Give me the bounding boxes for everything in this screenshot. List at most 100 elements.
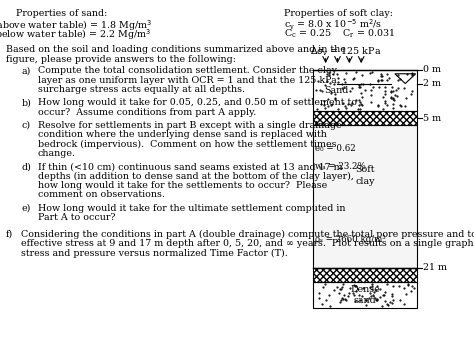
Point [338, 86, 346, 91]
Point [321, 82, 328, 88]
Point [374, 77, 382, 83]
Point [327, 80, 334, 86]
Text: wₐ = 23.2%: wₐ = 23.2% [315, 162, 366, 171]
Text: stress and pressure versus normalized Time Factor (T).: stress and pressure versus normalized Ti… [21, 248, 288, 258]
Point [377, 294, 384, 299]
Point [321, 281, 328, 286]
Point [344, 102, 351, 107]
Point [335, 290, 343, 295]
Point [408, 70, 416, 76]
Point [378, 77, 386, 83]
Text: 5 m: 5 m [423, 114, 441, 123]
Point [340, 76, 348, 81]
Point [395, 283, 403, 288]
Point [394, 77, 401, 82]
Point [325, 292, 333, 298]
Point [333, 284, 341, 290]
Point [347, 102, 355, 108]
Point [389, 96, 397, 101]
Point [324, 103, 332, 109]
Point [337, 298, 345, 303]
Text: Properties of sand:: Properties of sand: [16, 9, 107, 18]
Text: d): d) [21, 162, 31, 171]
Point [323, 78, 330, 84]
Point [314, 106, 321, 112]
Point [362, 302, 369, 308]
Text: change.: change. [38, 149, 76, 158]
Point [384, 302, 392, 308]
Point [325, 73, 333, 78]
Point [378, 303, 386, 309]
Text: how long would it take for the settlements to occur?  Please: how long would it take for the settlemen… [38, 181, 327, 190]
Point [368, 87, 375, 93]
Point [366, 81, 374, 87]
Text: Properties of soft clay:: Properties of soft clay: [284, 9, 393, 18]
Point [358, 293, 365, 299]
Point [389, 284, 397, 289]
Point [321, 105, 328, 111]
Text: $\mathregular{p_{sat}}$ (below water table) = 2.2 Mg/m$^3$: $\mathregular{p_{sat}}$ (below water tab… [0, 27, 151, 42]
Point [393, 94, 401, 99]
Point [346, 285, 354, 291]
Point [327, 90, 334, 96]
Point [315, 291, 323, 296]
Point [338, 295, 346, 300]
Point [396, 102, 404, 108]
Bar [313, 70, 417, 111]
Point [388, 95, 395, 100]
Point [337, 286, 345, 292]
Point [374, 104, 382, 109]
Text: Part A to occur?: Part A to occur? [38, 213, 116, 222]
Point [383, 71, 391, 77]
Point [381, 98, 389, 104]
Point [394, 72, 402, 77]
Point [323, 297, 330, 303]
Point [408, 283, 416, 289]
Point [352, 70, 359, 75]
Point [350, 282, 358, 287]
Point [383, 301, 391, 307]
Text: effective stress at 9 and 17 m depth after 0, 5, 20, and ∞ years.  Plot results : effective stress at 9 and 17 m depth aft… [21, 239, 474, 248]
Point [352, 97, 360, 103]
Point [356, 84, 364, 90]
Point [374, 103, 382, 108]
Point [377, 73, 385, 79]
Point [357, 90, 365, 96]
Point [381, 88, 389, 94]
Point [355, 103, 363, 108]
Text: 21 m: 21 m [423, 263, 447, 272]
Point [392, 88, 400, 93]
Point [386, 299, 394, 305]
Bar [313, 282, 417, 308]
Point [365, 295, 373, 301]
Point [367, 99, 374, 105]
Point [356, 106, 364, 111]
Point [379, 95, 387, 100]
Point [358, 73, 366, 78]
Point [331, 97, 338, 102]
Text: comment on observations.: comment on observations. [38, 190, 165, 199]
Point [392, 93, 399, 98]
Text: $\mathregular{c_v}$ = 8.0 x 10$^{-5}$ m$^2$/s: $\mathregular{c_v}$ = 8.0 x 10$^{-5}$ m$… [284, 18, 383, 32]
Point [385, 75, 393, 81]
Point [369, 84, 377, 89]
Point [355, 97, 363, 102]
Point [397, 104, 404, 109]
Point [378, 73, 385, 78]
Point [314, 78, 322, 84]
Text: c): c) [21, 121, 30, 130]
Point [410, 285, 418, 291]
Point [370, 290, 378, 295]
Point [334, 79, 342, 85]
Point [357, 102, 365, 107]
Text: ρₛ = 2660 kg/m³: ρₛ = 2660 kg/m³ [315, 235, 386, 244]
Point [368, 282, 376, 287]
Point [408, 71, 416, 77]
Bar [313, 125, 417, 268]
Point [319, 285, 327, 290]
Point [360, 285, 367, 291]
Point [312, 87, 320, 93]
Point [361, 87, 369, 93]
Text: e₀ = 0.62: e₀ = 0.62 [315, 144, 356, 153]
Point [409, 88, 416, 94]
